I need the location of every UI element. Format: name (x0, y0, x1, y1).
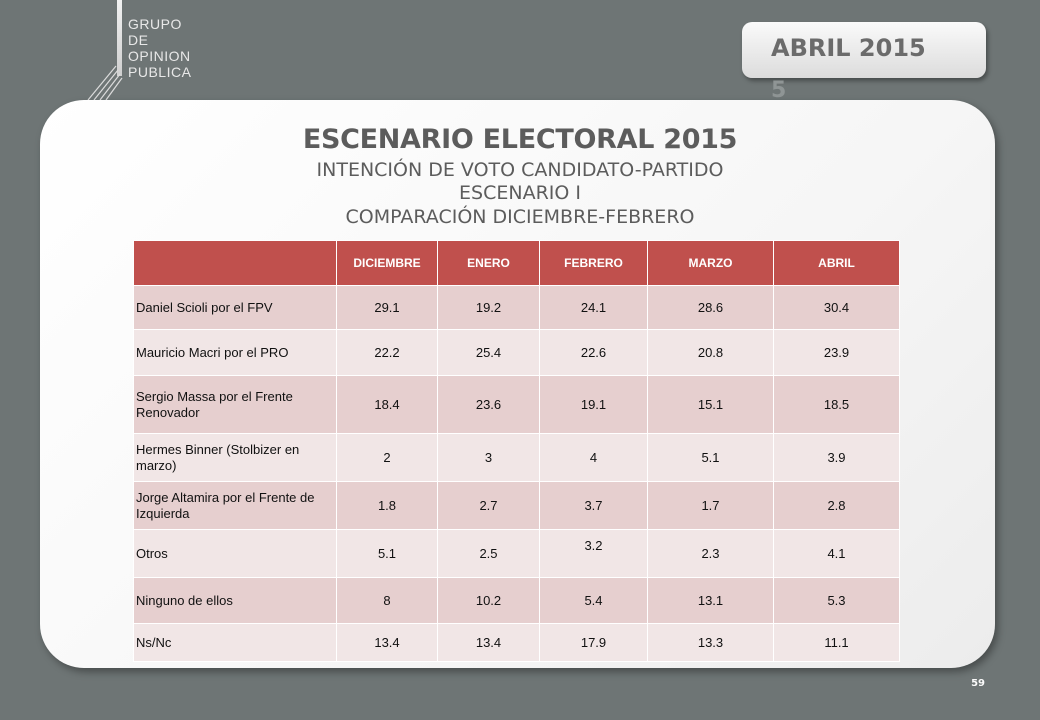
logo-swoosh-icon (87, 65, 123, 101)
cell-value: 8 (336, 577, 438, 624)
cell-value: 5.3 (773, 577, 900, 624)
cell-value: 23.9 (773, 329, 900, 376)
logo-text: GRUPO DE OPINION PUBLICA (128, 16, 191, 80)
cell-value: 28.6 (647, 285, 774, 330)
cell-value: 3.7 (539, 481, 648, 530)
cell-value: 3 (437, 433, 540, 482)
cell-value: 19.1 (539, 375, 648, 434)
header-cell: DICIEMBRE (336, 240, 438, 286)
page-number: 59 (971, 678, 985, 689)
table-header-row: DICIEMBRE ENERO FEBRERO MARZO ABRIL (133, 240, 900, 286)
cell-value: 2.3 (647, 529, 774, 578)
cell-value: 5.1 (336, 529, 438, 578)
date-label: ABRIL 2015 (771, 34, 926, 62)
logo-line: PUBLICA (128, 64, 192, 80)
cell-value: 5.1 (647, 433, 774, 482)
cell-value-text: 3.2 (584, 538, 603, 553)
table-row: Ns/Nc 13.4 13.4 17.9 13.3 11.1 (133, 623, 900, 662)
date-overflow-text: 5 (771, 78, 787, 103)
cell-value: 13.4 (336, 623, 438, 662)
cell-value: 11.1 (773, 623, 900, 662)
cell-value: 13.4 (437, 623, 540, 662)
date-tab (742, 22, 986, 78)
cell-value: 18.4 (336, 375, 438, 434)
cell-value: 3.9 (773, 433, 900, 482)
cell-value: 2 (336, 433, 438, 482)
subtitle-2: ESCENARIO I (459, 182, 581, 204)
table-row: Otros 5.1 2.5 3.2 2.3 4.1 (133, 529, 900, 578)
cell-value: 5.4 (539, 577, 648, 624)
row-label: Sergio Massa por el Frente Renovador (133, 375, 337, 434)
cell-value: 1.8 (336, 481, 438, 530)
table-row: Daniel Scioli por el FPV 29.1 19.2 24.1 … (133, 285, 900, 330)
cell-value: 30.4 (773, 285, 900, 330)
cell-value: 2.7 (437, 481, 540, 530)
cell-value: 29.1 (336, 285, 438, 330)
row-label: Otros (133, 529, 337, 578)
row-label: Jorge Altamira por el Frente de Izquierd… (133, 481, 337, 530)
cell-value: 17.9 (539, 623, 648, 662)
logo-bar (117, 0, 122, 76)
cell-value: 13.3 (647, 623, 774, 662)
header-cell: FEBRERO (539, 240, 648, 286)
cell-value: 15.1 (647, 375, 774, 434)
row-label: Hermes Binner (Stolbizer en marzo) (133, 433, 337, 482)
cell-value: 4 (539, 433, 648, 482)
header-cell: MARZO (647, 240, 774, 286)
header-cell: ENERO (437, 240, 540, 286)
table-row: Mauricio Macri por el PRO 22.2 25.4 22.6… (133, 329, 900, 376)
cell-value: 18.5 (773, 375, 900, 434)
logo-line: GRUPO (128, 16, 182, 32)
cell-value: 23.6 (437, 375, 540, 434)
row-label: Ninguno de ellos (133, 577, 337, 624)
row-label: Daniel Scioli por el FPV (133, 285, 337, 330)
cell-value: 1.7 (647, 481, 774, 530)
page-title: ESCENARIO ELECTORAL 2015 (302, 124, 738, 155)
cell-value: 22.2 (336, 329, 438, 376)
table-row: Sergio Massa por el Frente Renovador 18.… (133, 375, 900, 434)
cell-value: 4.1 (773, 529, 900, 578)
cell-value: 10.2 (437, 577, 540, 624)
cell-value: 20.8 (647, 329, 774, 376)
cell-value: 19.2 (437, 285, 540, 330)
cell-value: 22.6 (539, 329, 648, 376)
logo-line: DE (128, 32, 149, 48)
table-row: Ninguno de ellos 8 10.2 5.4 13.1 5.3 (133, 577, 900, 624)
table-row: Jorge Altamira por el Frente de Izquierd… (133, 481, 900, 530)
subtitle-1: INTENCIÓN DE VOTO CANDIDATO-PARTIDO (316, 159, 724, 181)
cell-value: 25.4 (437, 329, 540, 376)
cell-value: 13.1 (647, 577, 774, 624)
cell-value: 2.8 (773, 481, 900, 530)
cell-value: 3.2 (539, 529, 648, 578)
cell-value: 2.5 (437, 529, 540, 578)
row-label: Mauricio Macri por el PRO (133, 329, 337, 376)
header-cell-empty (133, 240, 337, 286)
table-row: Hermes Binner (Stolbizer en marzo) 2 3 4… (133, 433, 900, 482)
header-cell: ABRIL (773, 240, 900, 286)
row-label: Ns/Nc (133, 623, 337, 662)
subtitle-3: COMPARACIÓN DICIEMBRE-FEBRERO (345, 206, 695, 228)
cell-value: 24.1 (539, 285, 648, 330)
logo-line: OPINION (128, 48, 191, 64)
vote-intention-table: DICIEMBRE ENERO FEBRERO MARZO ABRIL Dani… (133, 240, 900, 662)
